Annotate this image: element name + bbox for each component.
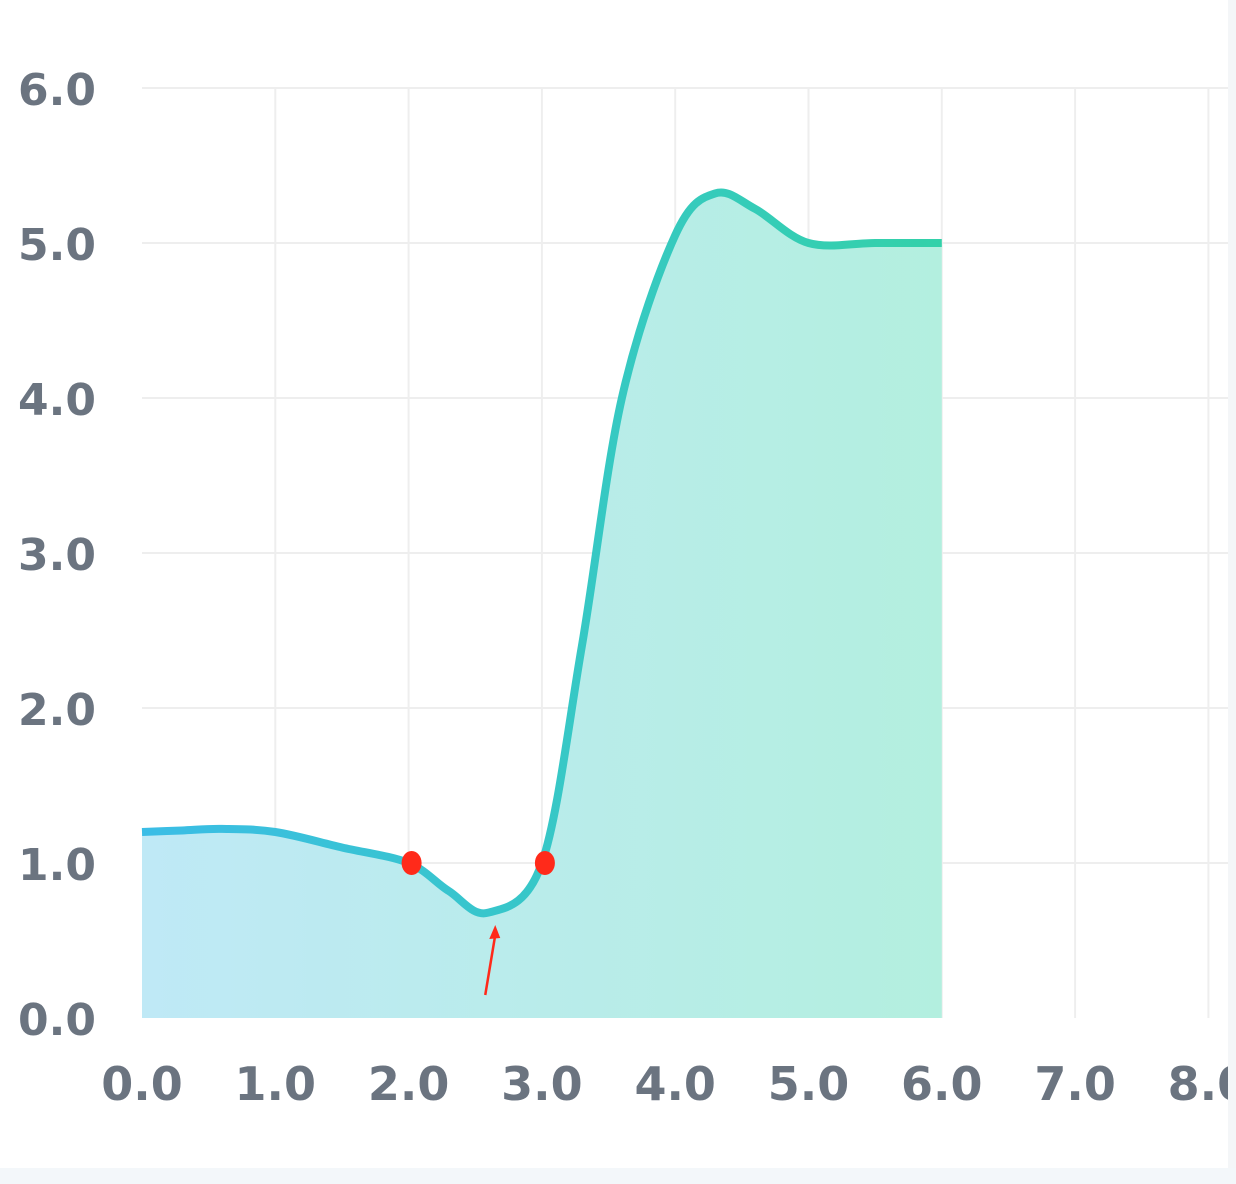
scrollbar-track[interactable] xyxy=(1228,0,1236,1184)
data-point-marker[interactable] xyxy=(534,851,555,875)
y-tick-label: 6.0 xyxy=(18,65,96,116)
line-layer xyxy=(141,188,942,918)
x-tick-label: 8.0 xyxy=(1168,1057,1236,1111)
x-tick-label: 1.0 xyxy=(235,1057,317,1111)
x-tick-label: 6.0 xyxy=(901,1057,983,1111)
bottom-strip xyxy=(0,1168,1236,1184)
x-tick-label: 3.0 xyxy=(501,1057,583,1111)
area-layer xyxy=(142,192,942,1018)
marker-layer xyxy=(401,851,555,875)
annotation-arrow-shaft xyxy=(484,934,497,996)
y-tick-label: 1.0 xyxy=(18,840,96,891)
annotation-layer xyxy=(484,925,501,996)
x-tick-label: 0.0 xyxy=(101,1057,183,1111)
y-tick-label: 2.0 xyxy=(18,685,96,736)
y-tick-label: 0.0 xyxy=(18,995,96,1046)
series-line xyxy=(141,188,942,918)
series-area xyxy=(142,192,942,1018)
y-tick-label: 4.0 xyxy=(18,375,96,426)
x-tick-label: 5.0 xyxy=(768,1057,850,1111)
y-tick-label: 5.0 xyxy=(18,220,96,271)
y-axis-ticks: 0.0 1.0 2.0 3.0 4.0 5.0 6.0 xyxy=(18,65,96,1046)
annotation-arrow-head xyxy=(489,925,501,939)
x-axis-ticks: 0.0 1.0 2.0 3.0 4.0 5.0 6.0 7.0 8.0 xyxy=(101,1057,1236,1111)
data-point-marker[interactable] xyxy=(401,851,422,875)
x-tick-label: 2.0 xyxy=(368,1057,450,1111)
x-tick-label: 4.0 xyxy=(634,1057,716,1111)
y-tick-label: 3.0 xyxy=(18,530,96,581)
x-tick-label: 7.0 xyxy=(1034,1057,1116,1111)
